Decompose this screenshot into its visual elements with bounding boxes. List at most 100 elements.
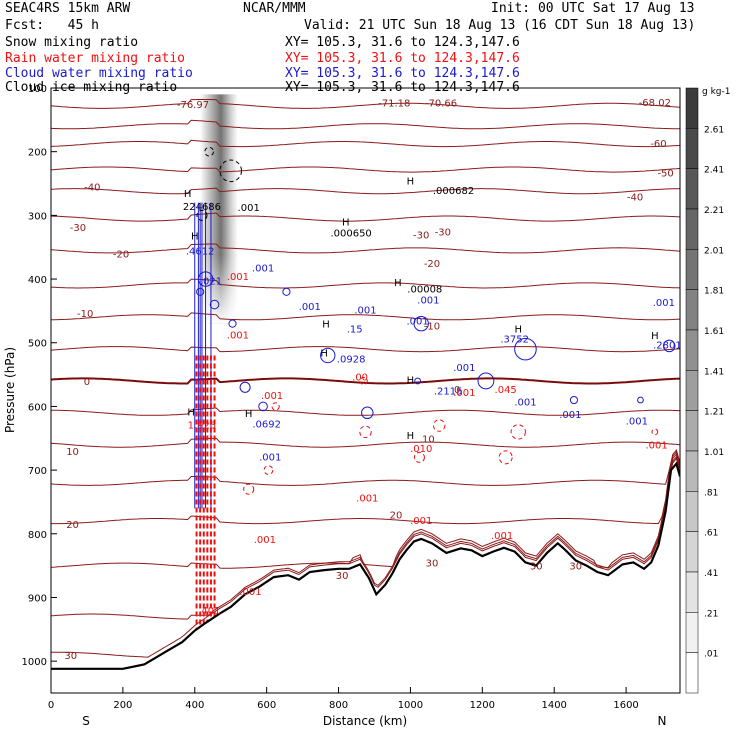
cloud-water-contour [228,319,237,328]
snow-contour [219,159,242,183]
colorbar-label: 2.61 [704,125,724,135]
isotherm-label: -40 [627,192,643,203]
x-axis-title: Distance (km) [323,714,407,728]
contour-label: .00008 [407,285,442,296]
high-marker: H [342,218,350,229]
isotherm-line [51,139,680,148]
isotherm-label: 0 [454,385,460,396]
isotherm-line [51,312,680,321]
cloud-water-contour [209,299,220,310]
x-tick-label: 0 [48,700,54,711]
colorbar-swatch [685,128,699,169]
colorbar: 2.61 2.41 2.21 2.01 1.81 1.61 1.41 1.21 1.01 .81.… [685,87,724,694]
isotherm-label: -70.66 [425,99,457,110]
cloud-water-contour [282,287,291,296]
colorbar-swatch [685,531,699,573]
snow-contours [196,146,242,221]
contour-label: .001 [354,306,376,317]
y-tick-label: 300 [28,211,47,222]
field-snow-label: Snow mixing ratio [5,35,139,50]
rain-water-contour [271,402,280,411]
colorbar-swatch [685,329,699,371]
cloud-water-contour [662,339,676,353]
valid-time: Valid: 21 UTC Sun 18 Aug 13 (16 CDT Sun … [304,18,696,33]
isotherm-label: -60 [650,139,666,150]
colorbar-swatch [685,652,699,694]
x-axis: 0 200 400 600 800 1000 1200 1400 1600 [48,687,639,711]
cloud-water-contour [569,395,579,405]
isotherm-line [51,407,680,416]
init-time: Init: 00 UTC Sat 17 Aug 13 [491,1,695,16]
isotherm-line [51,166,680,173]
isotherm-label: -76.97 [177,100,209,111]
contour-label: .4612 [186,246,215,257]
cloud-water-contour [239,381,251,393]
contour-label: .001 [254,535,276,546]
y-tick-label: 800 [28,530,47,541]
isotherm-line [51,453,680,569]
contour-label: .001 [299,302,321,313]
plot-area: -76.97 -71.18 -70.66 -68.02-60-50-40-40-30-… [51,94,680,693]
contour-label: .001 [410,516,432,527]
isotherm-label: 30 [426,558,439,569]
isotherm-label: -20 [424,259,440,270]
field-rain-xy: XY= 105.3, 31.6 to 124.3,147.6 [285,51,520,66]
field-cloudwater-xy: XY= 105.3, 31.6 to 124.3,147.6 [285,66,520,81]
high-marker: H [651,331,659,342]
colorbar-swatch [685,370,699,411]
colorbar-swatch [685,168,699,210]
cloud-water-contour [413,315,429,332]
contour-label: .001 [227,330,249,341]
high-marker: H [322,320,330,331]
colorbar-label: .01 [704,650,718,660]
isotherm-line [51,243,680,254]
isotherm-label: 30 [569,562,582,573]
isotherm-label: -71.18 [378,99,410,110]
isotherm-label: 10 [66,447,79,458]
colorbar-label: 2.41 [704,166,724,176]
colorbar-swatch [685,612,699,653]
snow-contour [196,209,208,221]
contour-label: .001 [491,531,513,542]
isotherm-label: 30 [530,562,543,573]
contour-label: .0692 [252,420,281,431]
org-label: NCAR/MMM [243,1,306,16]
south-end-label: S [82,714,90,728]
field-cloudwater-label: Cloud water mixing ratio [5,66,193,81]
contour-label: .2115 [434,387,463,398]
plot-frame [50,87,681,694]
colorbar-swatch [685,410,699,452]
y-tick-label: 500 [28,339,47,350]
x-tick-label: 600 [257,700,276,711]
high-marker: H [407,176,415,187]
rain-water-contour [510,424,526,440]
isotherm-line [51,119,680,130]
contour-label: 401 [201,606,220,617]
high-marker: H [187,408,195,419]
high-marker: H [320,348,328,359]
contour-label: .001 [653,298,675,309]
rain-water-contour [651,428,659,436]
contour-label: .001 [252,264,274,275]
isotherm-label: -40 [84,183,100,194]
colorbar-swatch [685,571,699,613]
colorbar-label: .61 [704,529,718,539]
contour-label: .3752 [500,334,529,345]
y-tick-label: 900 [28,593,47,604]
contour-label: .001 [453,363,475,374]
contour-label: .001 [239,587,261,598]
contour-label: .001 [514,397,536,408]
colorbar-swatch [685,87,699,129]
contour-label: .001 [559,410,581,421]
rain-water-contour [243,483,255,495]
isotherm-line [51,187,680,195]
cloud-water-contour [637,396,644,404]
isotherm-line [51,455,680,620]
contour-label-layer: -76.97 -71.18 -70.66 -68.02-60-50-40-40-30-… [64,98,680,662]
isotherm-line [51,377,680,385]
colorbar-label: 2.01 [704,246,724,256]
contour-label: .0928 [337,355,366,366]
high-marker: H [407,431,415,442]
colorbar-label: 1.41 [704,367,724,377]
